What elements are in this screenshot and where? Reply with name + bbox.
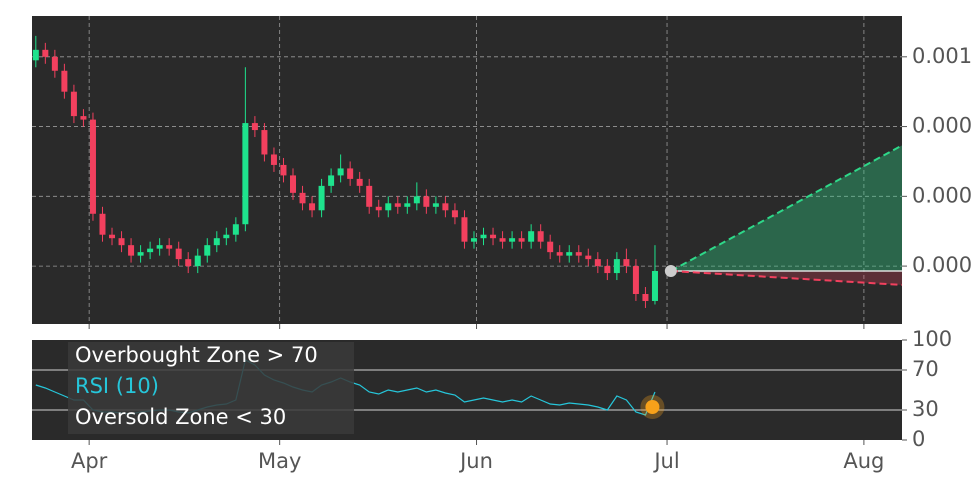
candle-body xyxy=(147,248,154,253)
y-tick-label: 70 xyxy=(912,357,939,381)
candle-body xyxy=(366,185,373,207)
candle-body xyxy=(575,252,582,256)
x-tick-label: Jun xyxy=(458,449,493,473)
rsi-marker xyxy=(645,400,660,414)
candle-body xyxy=(528,231,535,242)
candle-body xyxy=(499,238,506,242)
candle-body xyxy=(537,231,544,242)
y-tick-label: 30 xyxy=(912,397,939,421)
candle-body xyxy=(451,210,458,218)
x-tick-label: May xyxy=(258,449,301,473)
y-tick-label: 0 xyxy=(912,427,925,451)
candle-body xyxy=(213,238,220,246)
candle-body xyxy=(280,164,287,176)
candle-body xyxy=(642,294,649,301)
candle-body xyxy=(128,245,135,256)
candle-body xyxy=(32,49,39,61)
candle-body xyxy=(604,266,611,274)
candle-body xyxy=(185,259,192,267)
candle-body xyxy=(137,252,144,256)
candle-body xyxy=(585,255,592,260)
candle-body xyxy=(270,154,277,165)
y-tick-label: 0.0004 xyxy=(912,253,972,277)
candle-body xyxy=(613,259,620,274)
candle-body xyxy=(509,238,516,242)
candle-body xyxy=(413,196,420,204)
x-tick-label: Apr xyxy=(71,449,108,473)
candle-body xyxy=(375,206,382,211)
candle-body xyxy=(385,203,392,211)
candle-body xyxy=(480,234,487,239)
candle-body xyxy=(70,91,77,117)
candle-body xyxy=(442,203,449,211)
candle-body xyxy=(423,196,430,207)
candle-body xyxy=(223,234,230,239)
candle-body xyxy=(328,175,335,186)
forecast-start-marker xyxy=(664,264,677,277)
candle-body xyxy=(651,270,658,301)
candle-body xyxy=(556,252,563,256)
forecast-lower-line xyxy=(670,269,903,286)
candle-body xyxy=(404,203,411,207)
y-tick-label: 0.001 xyxy=(912,44,972,68)
price-layer: 0.001 0.0008 0.0006 0.0004 xyxy=(32,16,972,329)
candle-body xyxy=(299,192,306,204)
candle-body xyxy=(109,234,116,239)
candle-body xyxy=(547,241,554,253)
legend-box xyxy=(68,342,354,434)
candle-body xyxy=(632,266,639,295)
candle-body xyxy=(175,248,182,260)
candle-body xyxy=(156,245,163,249)
candle-body xyxy=(89,119,96,214)
candle-body xyxy=(337,168,344,176)
y-tick-label: 0.0008 xyxy=(912,114,972,138)
rsi-legend: Overbought Zone > 70 RSI (10) Oversold Z… xyxy=(68,342,354,434)
price-panel xyxy=(32,16,902,324)
candle-body xyxy=(461,217,468,242)
candle-body xyxy=(623,259,630,267)
candle-body xyxy=(80,116,87,120)
candle-body xyxy=(594,259,601,267)
y-tick-label: 100 xyxy=(912,327,952,351)
legend-rsi: RSI (10) xyxy=(75,374,159,398)
x-tick-label: Jul xyxy=(652,449,679,473)
legend-overbought: Overbought Zone > 70 xyxy=(75,343,318,367)
candle-body xyxy=(251,123,258,131)
candle-body xyxy=(490,234,497,239)
candle-body xyxy=(356,178,363,186)
candle-body xyxy=(166,245,173,249)
candle-body xyxy=(242,123,249,225)
candle-body xyxy=(518,238,525,242)
forecast-lower-area xyxy=(670,270,902,285)
candle-body xyxy=(99,213,106,235)
legend-oversold: Oversold Zone < 30 xyxy=(75,405,286,429)
candle-body xyxy=(566,252,573,256)
candle-body xyxy=(61,70,68,92)
candle-body xyxy=(432,203,439,207)
x-tick-label: Aug xyxy=(843,449,884,473)
candle-body xyxy=(347,168,354,179)
candle-body xyxy=(51,56,58,71)
candle-body xyxy=(394,203,401,207)
candle-body xyxy=(118,238,125,246)
y-tick-label: 0.0006 xyxy=(912,183,972,207)
candle-body xyxy=(204,245,211,256)
candle-body xyxy=(470,238,477,242)
forecast-upper-area xyxy=(670,145,902,271)
candle-body xyxy=(42,49,49,57)
candle-body xyxy=(318,185,325,211)
candle-body xyxy=(194,255,201,267)
candle-body xyxy=(232,224,239,235)
candle-body xyxy=(290,175,296,193)
candle-body xyxy=(309,203,316,211)
candle-body xyxy=(261,130,268,155)
